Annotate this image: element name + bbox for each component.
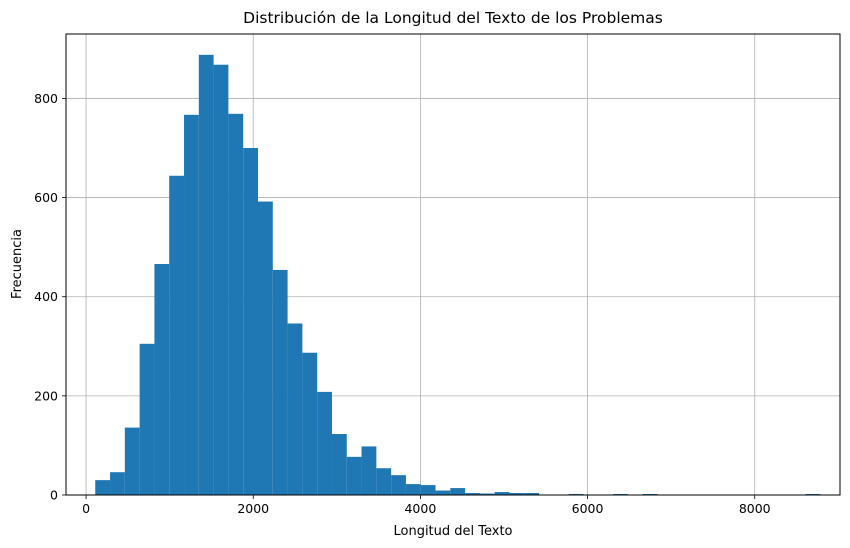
y-tick-label: 800 [34,91,58,106]
histogram-bar [95,480,111,495]
histogram-bar [302,352,318,495]
y-axis-ticks: 0 200 400 600 800 [34,91,66,503]
histogram-bar [287,323,303,495]
y-tick-label: 600 [34,190,58,205]
histogram-bar [435,490,451,495]
x-tick-label: 0 [82,501,90,516]
plot-frame [65,33,841,496]
histogram-bar [154,264,170,495]
y-axis-label: Frecuencia [10,229,25,299]
histogram-bar [272,269,288,495]
histogram-bar [391,475,406,495]
histogram-bar [257,201,273,495]
histogram-bar [317,391,332,495]
y-tick-label: 400 [34,289,58,304]
histogram-bar [465,493,480,495]
histogram-bar [139,343,155,495]
histogram-bar [494,492,510,495]
histogram-bar [124,427,140,495]
y-tick-label: 0 [50,488,58,503]
histogram-bar [110,472,125,495]
histogram-bar [479,493,495,495]
histogram-bar [243,148,258,496]
y-tick-label: 200 [34,388,58,403]
histogram-bar [405,484,421,495]
histogram-bar [450,488,466,495]
x-tick-label: 8000 [739,501,771,516]
histogram-bar [331,434,347,495]
histogram-bar [420,485,436,495]
x-tick-label: 2000 [237,501,269,516]
histogram-bar [169,175,185,495]
histogram-bar [198,54,214,495]
histogram-bar [228,113,244,495]
chart-title: Distribución de la Longitud del Texto de… [243,9,663,27]
histogram-bar [524,493,540,495]
x-tick-label: 6000 [572,501,604,516]
histogram-bar [346,456,362,495]
x-axis-ticks: 0 2000 4000 6000 8000 [82,495,771,516]
histogram-bar [184,114,199,496]
histogram-bar [213,64,229,495]
histogram-bar [376,468,392,495]
histogram-bar [509,493,525,495]
x-axis-label: Longitud del Texto [393,524,512,539]
histogram-bars [95,54,821,496]
histogram-bar [361,446,377,495]
x-tick-label: 4000 [404,501,436,516]
